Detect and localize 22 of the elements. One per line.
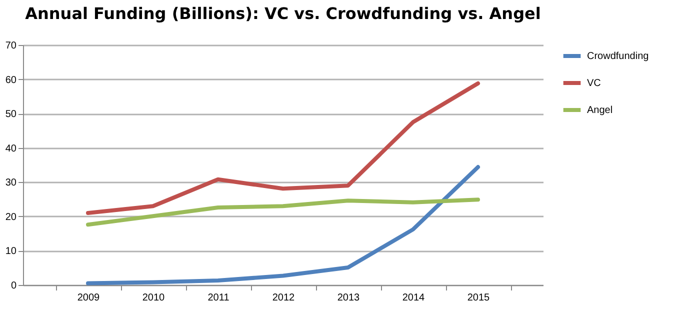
x-tick-label: 2012: [272, 292, 296, 304]
y-tick-label: 60: [5, 74, 17, 86]
y-tick-label: 40: [5, 143, 17, 154]
line-series: [86, 81, 480, 215]
x-tick-label: 2014: [402, 292, 426, 304]
y-tick-label: 70: [5, 40, 17, 52]
x-tick-label: 2010: [142, 292, 166, 304]
y-tick-label: 50: [5, 109, 17, 120]
y-tick-label: 30: [5, 178, 17, 189]
x-tick-label: 2013: [337, 292, 360, 304]
chart-title: Annual Funding (Billions): VC vs. Crowdfunding vs. Angel: [25, 4, 541, 23]
y-tick-label: 0: [10, 280, 17, 292]
y-tick-label: 20: [5, 212, 17, 223]
y-tick-label: 10: [5, 246, 17, 258]
x-tick-label: 2015: [467, 292, 490, 304]
x-tick-label: 2009: [77, 292, 100, 304]
line-series: [86, 198, 480, 227]
legend-label: Crowdfunding: [587, 51, 649, 62]
legend-label: Angel: [587, 105, 613, 116]
line-series: [86, 165, 480, 286]
x-tick-label: 2011: [208, 292, 230, 304]
legend-label: VC: [587, 78, 601, 89]
